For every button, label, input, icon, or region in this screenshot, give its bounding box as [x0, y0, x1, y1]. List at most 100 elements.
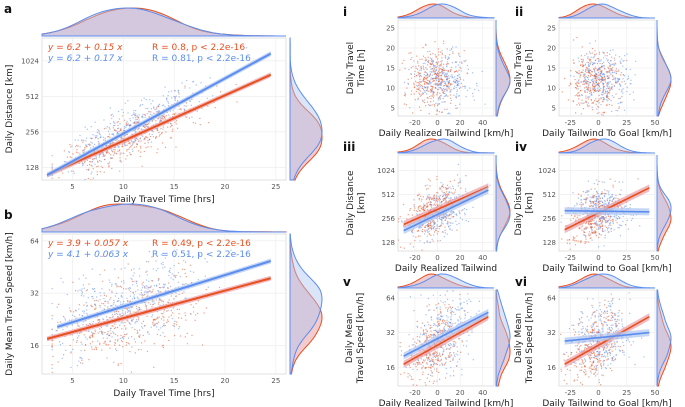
point-blue	[430, 221, 432, 223]
y-tick-label: 16	[386, 364, 395, 372]
point-red	[443, 101, 445, 103]
point-red	[595, 72, 597, 74]
point-blue	[121, 309, 124, 312]
point-blue	[126, 333, 128, 335]
point-blue	[416, 214, 419, 216]
point-blue	[422, 101, 424, 103]
point-red	[120, 268, 122, 270]
point-blue	[595, 190, 598, 192]
point-blue	[597, 197, 599, 200]
point-blue	[92, 321, 94, 323]
point-blue	[197, 279, 199, 281]
point-red	[82, 151, 84, 154]
point-blue	[588, 224, 591, 226]
point-blue	[438, 318, 440, 321]
point-blue	[116, 300, 118, 302]
point-red	[433, 231, 436, 233]
point-blue	[451, 211, 453, 213]
point-blue	[113, 301, 115, 304]
point-blue	[135, 119, 137, 121]
point-red	[445, 69, 447, 72]
point-blue	[155, 270, 157, 272]
point-red	[591, 219, 594, 221]
point-blue	[619, 194, 622, 196]
point-blue	[164, 257, 166, 259]
point-blue	[147, 332, 149, 334]
point-blue	[607, 231, 609, 233]
point-red	[147, 290, 149, 293]
point-blue	[594, 55, 596, 57]
point-blue	[70, 366, 72, 368]
point-red	[432, 78, 434, 80]
x-tick-label: 20	[221, 377, 230, 385]
point-blue	[425, 333, 428, 335]
regression-stats-blue: R = 0.81, p < 2.2e-16	[152, 54, 251, 64]
point-red	[434, 87, 437, 89]
point-red	[160, 119, 162, 122]
point-blue	[444, 216, 447, 218]
point-blue	[443, 71, 445, 73]
point-blue	[455, 220, 457, 222]
point-blue	[81, 291, 83, 293]
point-blue	[436, 109, 439, 112]
point-blue	[470, 316, 472, 318]
point-red	[597, 204, 599, 206]
point-red	[76, 332, 79, 334]
point-blue	[444, 88, 447, 90]
point-blue	[622, 88, 624, 90]
point-blue	[608, 227, 610, 229]
point-blue	[114, 124, 116, 127]
point-blue	[456, 224, 458, 226]
point-red	[437, 61, 440, 63]
point-blue	[184, 109, 186, 111]
point-blue	[606, 88, 608, 90]
point-red	[601, 193, 603, 195]
point-red	[439, 225, 441, 227]
point-blue	[429, 75, 431, 77]
point-blue	[604, 230, 606, 232]
point-red	[449, 345, 451, 347]
point-blue	[104, 137, 106, 139]
point-blue	[175, 95, 177, 97]
point-blue	[587, 78, 590, 80]
point-blue	[598, 246, 600, 248]
point-blue	[133, 112, 135, 114]
point-blue	[124, 144, 126, 146]
point-blue	[162, 287, 165, 289]
point-blue	[608, 202, 610, 205]
point-red	[235, 83, 237, 86]
point-blue	[129, 287, 131, 290]
point-blue	[449, 227, 451, 230]
point-red	[591, 220, 593, 223]
point-red	[451, 306, 454, 308]
point-red	[591, 196, 594, 198]
point-red	[410, 230, 413, 232]
point-red	[147, 302, 150, 304]
point-blue	[124, 267, 126, 269]
point-blue	[51, 367, 53, 369]
point-red	[174, 113, 176, 116]
point-red	[96, 166, 98, 168]
point-blue	[611, 88, 613, 91]
point-blue	[434, 54, 436, 56]
point-red	[219, 91, 222, 93]
point-blue	[455, 86, 457, 89]
point-blue	[608, 76, 610, 79]
point-blue	[458, 194, 460, 196]
point-red	[578, 91, 580, 94]
point-red	[158, 298, 160, 300]
point-blue	[432, 226, 435, 229]
point-red	[152, 321, 154, 324]
point-blue	[612, 199, 614, 201]
point-blue	[126, 297, 128, 299]
point-blue	[439, 328, 441, 330]
point-red	[139, 137, 141, 139]
point-blue	[427, 197, 429, 199]
point-red	[95, 307, 97, 309]
point-blue	[450, 214, 452, 216]
point-red	[165, 115, 167, 117]
point-blue	[79, 153, 81, 155]
point-blue	[429, 241, 432, 243]
point-red	[441, 53, 443, 55]
point-blue	[609, 222, 611, 224]
